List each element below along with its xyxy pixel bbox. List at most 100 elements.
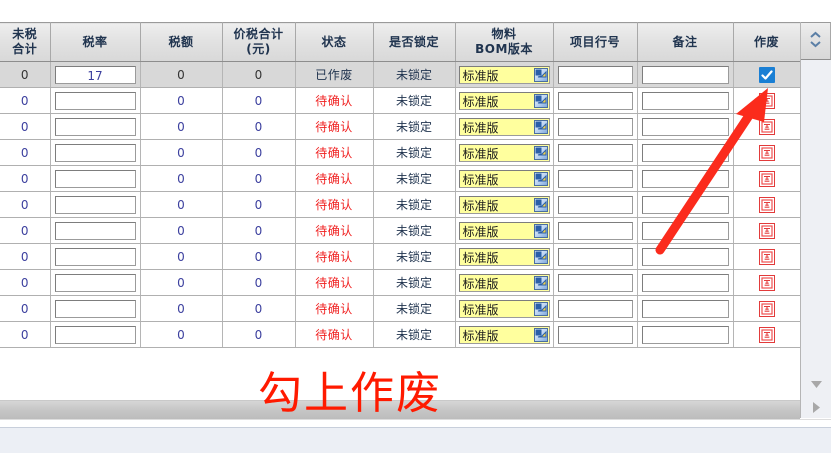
remark-input[interactable] — [641, 91, 729, 110]
remark-input[interactable] — [641, 195, 729, 214]
broken-image-icon[interactable] — [758, 326, 775, 343]
remark-input[interactable] — [641, 273, 729, 292]
cell-void[interactable] — [733, 243, 801, 270]
item-line-no-input[interactable] — [557, 247, 633, 266]
cell-bom-version[interactable]: 标准版 — [455, 165, 554, 192]
tax-rate-input[interactable] — [54, 221, 136, 240]
broken-image-icon[interactable] — [758, 170, 775, 187]
column-header-untaxed_total[interactable]: 未税 合计 — [0, 22, 51, 62]
remark-input[interactable] — [641, 221, 729, 240]
remark-input[interactable] — [641, 325, 729, 344]
cell-bom-version[interactable]: 标准版 — [455, 295, 554, 322]
bom-version-combo[interactable]: 标准版 — [458, 91, 550, 110]
cell-tax-rate[interactable] — [50, 217, 141, 244]
tax-rate-input[interactable] — [54, 169, 136, 188]
tax-rate-input[interactable]: 17 — [54, 65, 136, 84]
lookup-picker-icon[interactable] — [533, 119, 548, 134]
lookup-picker-icon[interactable] — [533, 301, 548, 316]
remark-input[interactable] — [641, 143, 729, 162]
scroll-down-button[interactable] — [805, 377, 827, 393]
table-row[interactable]: 0 0 0 待确认 未锁定 标准版 — [0, 295, 801, 322]
tax-rate-input[interactable] — [54, 273, 136, 292]
table-row[interactable]: 0 0 0 待确认 未锁定 标准版 — [0, 269, 801, 296]
scroll-right-button[interactable] — [800, 400, 831, 418]
table-row[interactable]: 0 0 0 待确认 未锁定 标准版 — [0, 113, 801, 140]
cell-void[interactable] — [733, 87, 801, 114]
cell-remark[interactable] — [637, 321, 734, 348]
cell-bom-version[interactable]: 标准版 — [455, 113, 554, 140]
cell-item-line-no[interactable] — [553, 87, 638, 114]
cell-item-line-no[interactable] — [553, 269, 638, 296]
checkbox-checked-icon[interactable] — [758, 66, 775, 83]
bom-version-combo[interactable]: 标准版 — [458, 117, 550, 136]
broken-image-icon[interactable] — [758, 274, 775, 291]
tax-rate-input[interactable] — [54, 325, 136, 344]
bom-version-combo[interactable]: 标准版 — [458, 65, 550, 84]
column-header-status[interactable]: 状态 — [295, 22, 374, 62]
broken-image-icon[interactable] — [758, 248, 775, 265]
cell-bom-version[interactable]: 标准版 — [455, 191, 554, 218]
tax-rate-input[interactable] — [54, 143, 136, 162]
lookup-picker-icon[interactable] — [533, 197, 548, 212]
lookup-picker-icon[interactable] — [533, 275, 548, 290]
lookup-picker-icon[interactable] — [533, 249, 548, 264]
cell-remark[interactable] — [637, 139, 734, 166]
cell-void[interactable] — [733, 321, 801, 348]
table-row[interactable]: 0 0 0 待确认 未锁定 标准版 — [0, 87, 801, 114]
item-line-no-input[interactable] — [557, 221, 633, 240]
broken-image-icon[interactable] — [758, 118, 775, 135]
item-line-no-input[interactable] — [557, 325, 633, 344]
tax-rate-input[interactable] — [54, 117, 136, 136]
item-line-no-input[interactable] — [557, 91, 633, 110]
cell-tax-rate[interactable] — [50, 295, 141, 322]
item-line-no-input[interactable] — [557, 169, 633, 188]
bom-version-combo[interactable]: 标准版 — [458, 221, 550, 240]
cell-tax-rate[interactable] — [50, 139, 141, 166]
cell-item-line-no[interactable] — [553, 61, 638, 88]
column-header-tax_incl_total[interactable]: 价税合计 (元) — [222, 22, 296, 62]
cell-void[interactable] — [733, 165, 801, 192]
cell-bom-version[interactable]: 标准版 — [455, 243, 554, 270]
broken-image-icon[interactable] — [758, 144, 775, 161]
horizontal-scrollbar[interactable] — [0, 400, 800, 419]
horizontal-scrollbar-thumb[interactable] — [0, 401, 800, 419]
item-line-no-input[interactable] — [557, 65, 633, 84]
cell-remark[interactable] — [637, 269, 734, 296]
table-row[interactable]: 0 0 0 待确认 未锁定 标准版 — [0, 217, 801, 244]
cell-item-line-no[interactable] — [553, 165, 638, 192]
cell-void[interactable] — [733, 61, 801, 88]
bom-version-combo[interactable]: 标准版 — [458, 325, 550, 344]
cell-remark[interactable] — [637, 113, 734, 140]
cell-item-line-no[interactable] — [553, 295, 638, 322]
tax-rate-input[interactable] — [54, 299, 136, 318]
table-row[interactable]: 0 17 0 0 已作废 未锁定 标准版 — [0, 61, 801, 88]
cell-void[interactable] — [733, 217, 801, 244]
remark-input[interactable] — [641, 117, 729, 136]
broken-image-icon[interactable] — [758, 196, 775, 213]
lookup-picker-icon[interactable] — [533, 67, 548, 82]
column-header-tax_amount[interactable]: 税额 — [140, 22, 223, 62]
table-row[interactable]: 0 0 0 待确认 未锁定 标准版 — [0, 139, 801, 166]
broken-image-icon[interactable] — [758, 92, 775, 109]
cell-remark[interactable] — [637, 87, 734, 114]
expand-collapse-button[interactable] — [801, 22, 831, 60]
lookup-picker-icon[interactable] — [533, 327, 548, 342]
table-row[interactable]: 0 0 0 待确认 未锁定 标准版 — [0, 243, 801, 270]
bom-version-combo[interactable]: 标准版 — [458, 247, 550, 266]
cell-void[interactable] — [733, 139, 801, 166]
tax-rate-input[interactable] — [54, 247, 136, 266]
lookup-picker-icon[interactable] — [533, 145, 548, 160]
lookup-picker-icon[interactable] — [533, 223, 548, 238]
cell-bom-version[interactable]: 标准版 — [455, 321, 554, 348]
cell-void[interactable] — [733, 295, 801, 322]
column-header-is_locked[interactable]: 是否锁定 — [373, 22, 456, 62]
remark-input[interactable] — [641, 169, 729, 188]
cell-remark[interactable] — [637, 295, 734, 322]
column-header-void[interactable]: 作废 — [733, 22, 801, 62]
cell-item-line-no[interactable] — [553, 113, 638, 140]
cell-tax-rate[interactable] — [50, 87, 141, 114]
cell-bom-version[interactable]: 标准版 — [455, 87, 554, 114]
cell-remark[interactable] — [637, 165, 734, 192]
cell-bom-version[interactable]: 标准版 — [455, 139, 554, 166]
item-line-no-input[interactable] — [557, 273, 633, 292]
